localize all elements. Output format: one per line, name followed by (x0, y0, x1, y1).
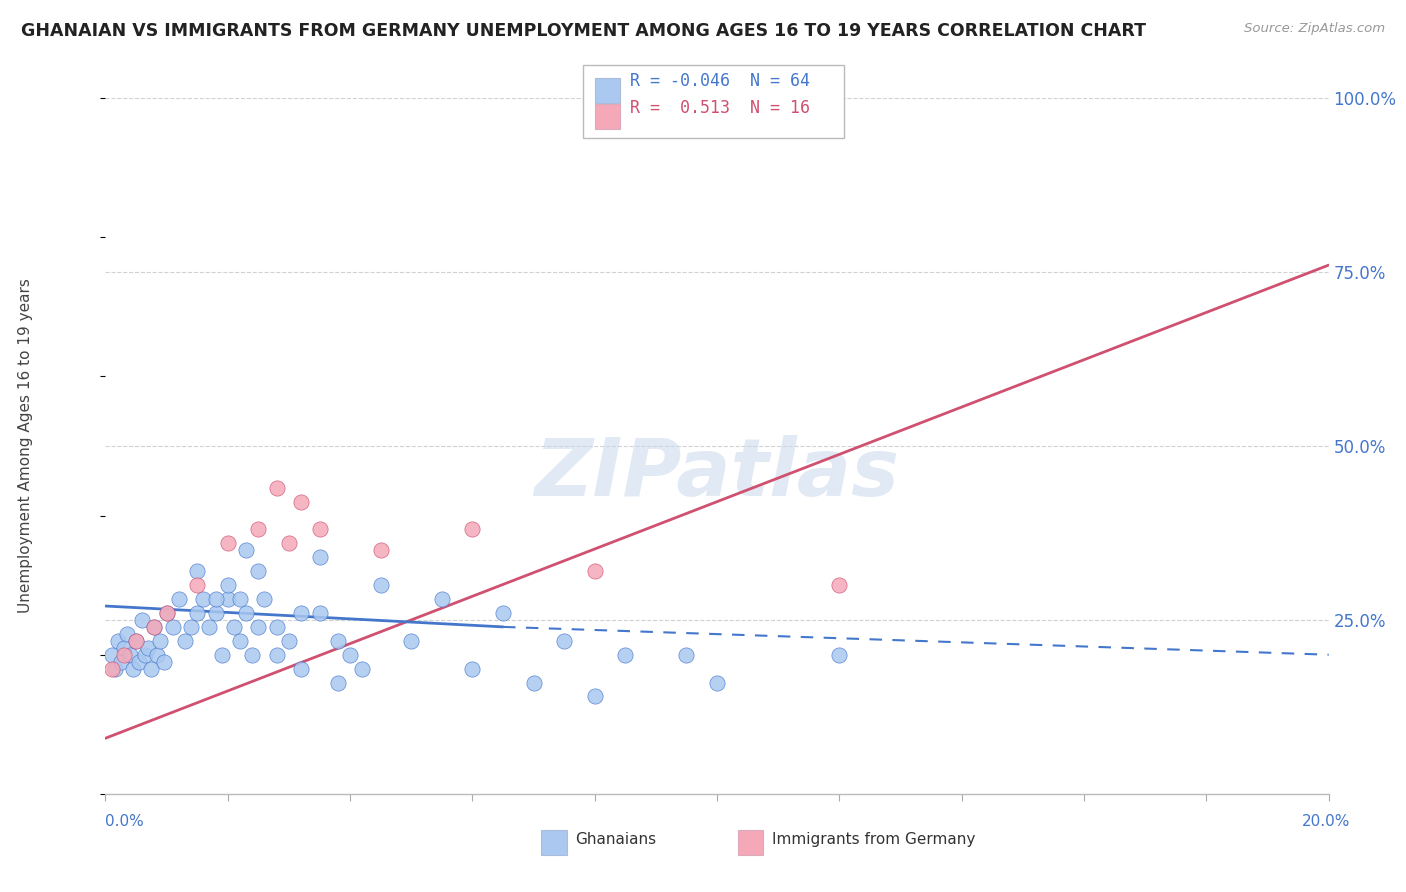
Point (125, 633, 148, 648)
Text: ZIPatlas: ZIPatlas (534, 434, 900, 513)
Point (193, 592, 215, 607)
Text: R =  0.513  N = 16: R = 0.513 N = 16 (630, 99, 810, 117)
Text: Ghanaians: Ghanaians (575, 832, 657, 847)
Point (204, 606, 226, 620)
Point (211, 648, 233, 662)
Point (141, 662, 163, 676)
Point (217, 592, 239, 607)
Point (162, 620, 184, 634)
Point (247, 620, 270, 634)
Point (614, 648, 637, 662)
Point (326, 633, 349, 648)
Point (266, 648, 288, 662)
Point (290, 662, 312, 676)
Text: GHANAIAN VS IMMIGRANTS FROM GERMANY UNEMPLOYMENT AMONG AGES 16 TO 19 YEARS CORRE: GHANAIAN VS IMMIGRANTS FROM GERMANY UNEM… (21, 22, 1146, 40)
Point (583, 690, 606, 704)
Point (186, 564, 208, 578)
Point (152, 655, 174, 669)
Text: Source: ZipAtlas.com: Source: ZipAtlas.com (1244, 22, 1385, 36)
Point (107, 633, 129, 648)
Point (222, 620, 245, 634)
Point (266, 620, 288, 634)
Point (461, 662, 484, 676)
Text: Immigrants from Germany: Immigrants from Germany (772, 832, 976, 847)
Point (278, 536, 301, 550)
Point (828, 648, 851, 662)
Point (122, 662, 145, 676)
Point (118, 648, 141, 662)
Point (149, 633, 172, 648)
Point (828, 578, 851, 592)
Point (461, 523, 484, 537)
Point (186, 606, 208, 620)
Point (308, 550, 330, 565)
Text: 0.0%: 0.0% (105, 814, 145, 829)
Point (100, 662, 122, 676)
Point (112, 648, 135, 662)
Point (174, 633, 197, 648)
Point (675, 648, 697, 662)
Point (253, 592, 276, 607)
Point (278, 633, 301, 648)
Point (290, 494, 312, 508)
Point (146, 648, 169, 662)
Point (370, 543, 392, 558)
Point (229, 633, 252, 648)
Point (308, 606, 330, 620)
Point (204, 592, 226, 607)
Point (553, 633, 575, 648)
Point (266, 481, 288, 495)
Point (186, 578, 208, 592)
Point (156, 606, 179, 620)
Point (143, 620, 166, 634)
Point (198, 620, 221, 634)
Point (706, 675, 728, 690)
Text: R = -0.046  N = 64: R = -0.046 N = 64 (630, 72, 810, 90)
Point (100, 648, 122, 662)
Point (110, 655, 132, 669)
Point (492, 606, 515, 620)
Point (156, 606, 179, 620)
Point (523, 675, 546, 690)
Point (115, 627, 138, 641)
Point (217, 536, 239, 550)
Point (128, 655, 150, 669)
Point (583, 564, 606, 578)
Point (430, 592, 453, 607)
Point (180, 620, 202, 634)
Point (112, 640, 135, 655)
Point (352, 662, 374, 676)
Point (247, 523, 270, 537)
Point (125, 633, 148, 648)
Point (235, 606, 257, 620)
Point (326, 675, 349, 690)
Text: Unemployment Among Ages 16 to 19 years: Unemployment Among Ages 16 to 19 years (18, 278, 32, 614)
Point (308, 523, 330, 537)
Point (104, 662, 127, 676)
Point (134, 648, 156, 662)
Point (136, 640, 159, 655)
Point (217, 578, 239, 592)
Point (167, 592, 190, 607)
Point (401, 633, 423, 648)
Point (370, 578, 392, 592)
Point (247, 564, 270, 578)
Point (235, 543, 257, 558)
Point (131, 613, 153, 627)
Point (339, 648, 361, 662)
Point (229, 592, 252, 607)
Text: 20.0%: 20.0% (1302, 814, 1350, 829)
Point (240, 648, 263, 662)
Point (290, 606, 312, 620)
Point (143, 620, 166, 634)
